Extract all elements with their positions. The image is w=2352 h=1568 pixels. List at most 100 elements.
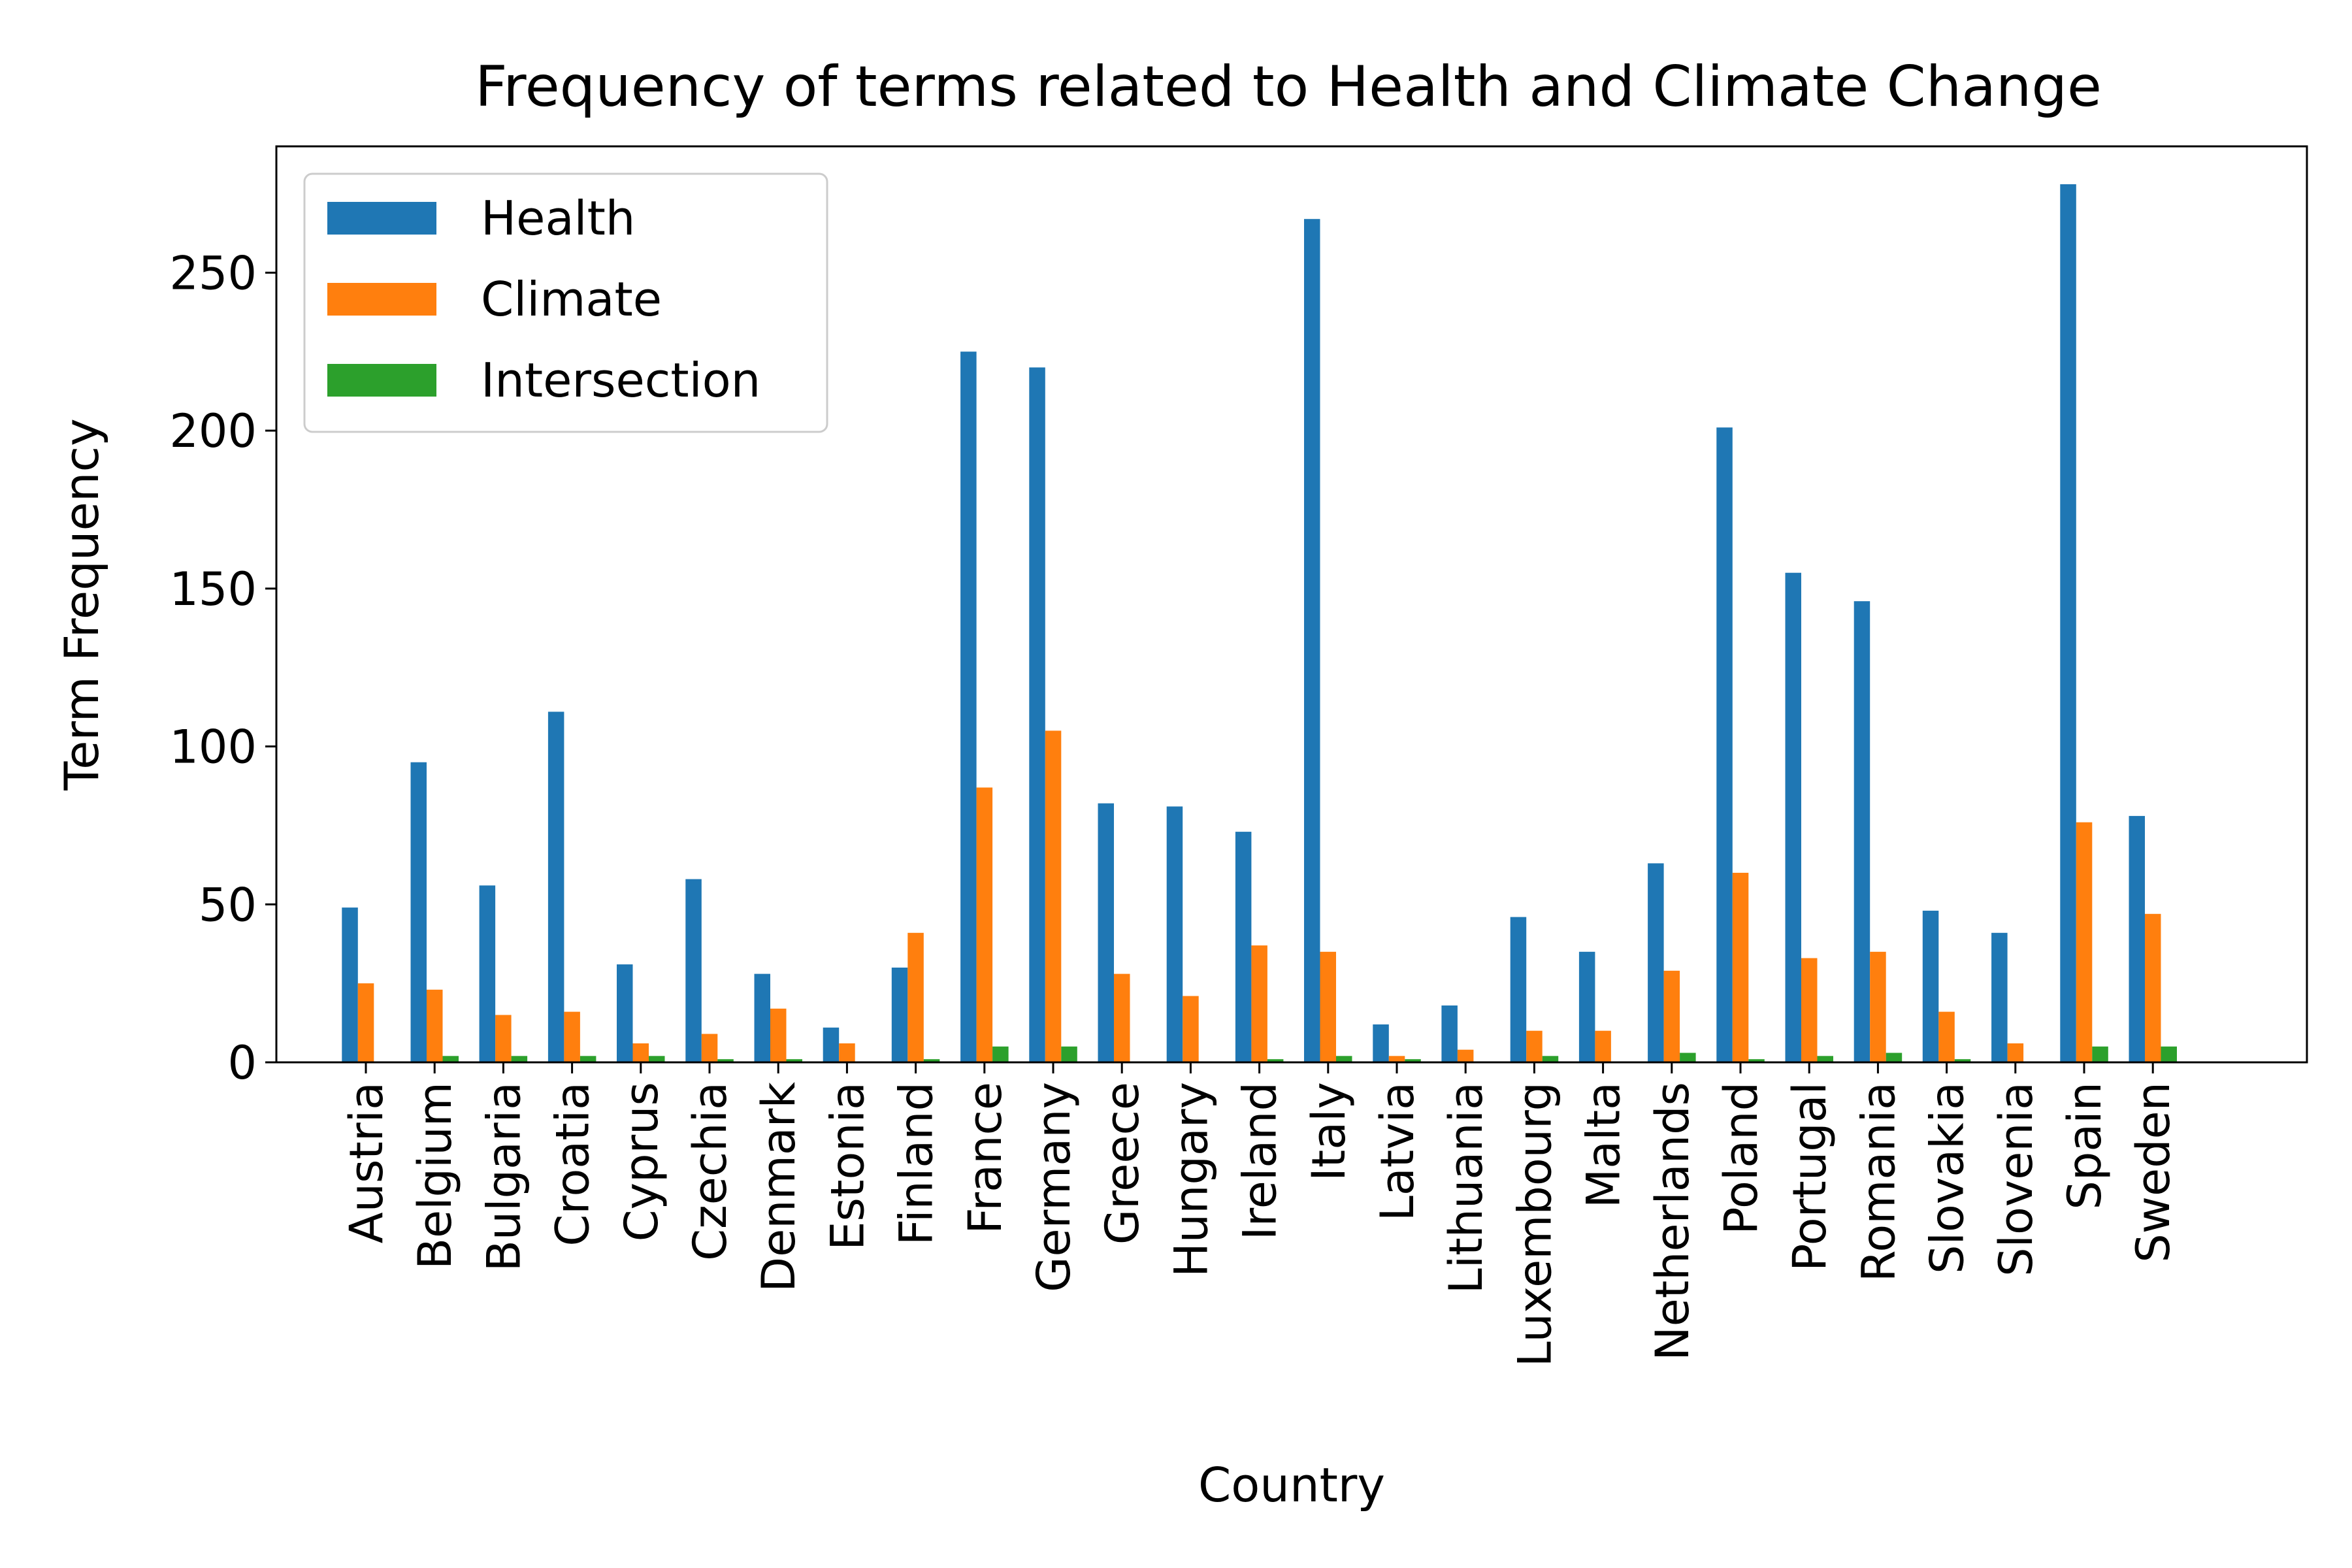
- bar-intersection-italy: [1336, 1056, 1352, 1062]
- legend-label-climate: Climate: [481, 272, 662, 327]
- bar-intersection-romania: [1886, 1053, 1903, 1062]
- bar-climate-slovenia: [2007, 1043, 2024, 1062]
- x-tick-label-greece: Greece: [1096, 1082, 1149, 1245]
- bar-climate-lithuania: [1457, 1049, 1474, 1062]
- x-tick-label-slovenia: Slovenia: [1989, 1082, 2043, 1277]
- bar-health-greece: [1098, 803, 1114, 1062]
- bar-climate-germany: [1045, 730, 1062, 1062]
- bar-health-lithuania: [1441, 1005, 1458, 1062]
- x-tick-label-italy: Italy: [1302, 1082, 1356, 1181]
- bar-climate-slovakia: [1938, 1011, 1955, 1062]
- bar-intersection-luxembourg: [1542, 1056, 1559, 1062]
- bar-health-czechia: [685, 879, 702, 1062]
- bar-intersection-germany: [1061, 1046, 1077, 1062]
- bar-intersection-croatia: [580, 1056, 596, 1062]
- bar-climate-sweden: [2145, 913, 2161, 1062]
- x-tick-label-finland: Finland: [890, 1082, 943, 1245]
- x-tick-label-spain: Spain: [2058, 1082, 2112, 1210]
- bar-health-hungary: [1166, 806, 1183, 1062]
- bar-health-france: [960, 351, 977, 1063]
- x-tick-label-latvia: Latvia: [1371, 1082, 1424, 1221]
- bar-climate-austria: [357, 983, 374, 1062]
- y-tick-label: 200: [169, 404, 257, 458]
- bar-climate-luxembourg: [1526, 1030, 1543, 1062]
- bar-intersection-bulgaria: [511, 1056, 528, 1062]
- bar-climate-france: [976, 787, 993, 1062]
- bar-intersection-finland: [923, 1059, 940, 1062]
- bar-intersection-netherlands: [1680, 1053, 1696, 1062]
- bar-health-belgium: [410, 762, 427, 1062]
- bar-health-denmark: [754, 973, 770, 1062]
- bar-health-germany: [1029, 367, 1045, 1062]
- bar-intersection-latvia: [1405, 1059, 1421, 1062]
- x-tick-label-germany: Germany: [1027, 1082, 1081, 1292]
- chart-title: Frequency of terms related to Health and…: [475, 54, 2102, 120]
- bar-health-romania: [1854, 601, 1870, 1062]
- x-axis-label: Country: [1198, 1458, 1385, 1512]
- bar-climate-greece: [1114, 973, 1130, 1062]
- bar-health-malta: [1578, 951, 1595, 1062]
- y-tick-label: 50: [199, 878, 257, 932]
- legend: Health Climate Intersection: [303, 172, 828, 433]
- bar-health-latvia: [1373, 1024, 1389, 1062]
- x-tick-label-malta: Malta: [1577, 1082, 1631, 1208]
- bar-climate-estonia: [839, 1043, 855, 1062]
- x-tick-label-czechia: Czechia: [683, 1082, 737, 1261]
- bar-intersection-poland: [1748, 1059, 1765, 1062]
- bar-climate-romania: [1870, 951, 1886, 1062]
- x-tick-label-estonia: Estonia: [821, 1082, 874, 1250]
- y-tick-label: 150: [169, 563, 257, 616]
- bar-climate-netherlands: [1663, 970, 1680, 1062]
- plot-frame: [275, 145, 2308, 1064]
- bar-climate-cyprus: [632, 1043, 649, 1062]
- bar-intersection-belgium: [442, 1056, 459, 1062]
- bar-health-croatia: [547, 711, 564, 1062]
- bar-climate-latvia: [1388, 1056, 1405, 1062]
- bar-health-spain: [2060, 184, 2076, 1062]
- bar-health-italy: [1304, 219, 1320, 1063]
- legend-swatch-intersection: [327, 364, 436, 397]
- legend-label-intersection: Intersection: [481, 353, 760, 408]
- bar-health-cyprus: [617, 964, 633, 1062]
- x-tick-label-portugal: Portugal: [1783, 1082, 1837, 1271]
- x-tick-label-ireland: Ireland: [1233, 1082, 1287, 1240]
- bar-climate-malta: [1595, 1030, 1611, 1062]
- bar-intersection-france: [992, 1046, 1009, 1062]
- x-tick-label-croatia: Croatia: [546, 1082, 600, 1247]
- bar-intersection-slovakia: [1954, 1059, 1971, 1062]
- bar-health-poland: [1716, 427, 1733, 1062]
- x-tick-label-luxembourg: Luxembourg: [1508, 1082, 1561, 1367]
- bar-health-ireland: [1235, 832, 1252, 1062]
- bar-intersection-portugal: [1817, 1056, 1833, 1062]
- bar-climate-belgium: [427, 989, 443, 1062]
- bar-intersection-cyprus: [649, 1056, 665, 1062]
- bar-climate-italy: [1320, 951, 1336, 1062]
- bar-intersection-czechia: [717, 1059, 734, 1062]
- bar-health-estonia: [823, 1027, 840, 1062]
- bar-climate-czechia: [701, 1034, 718, 1062]
- bar-health-luxembourg: [1510, 917, 1527, 1062]
- bar-intersection-denmark: [786, 1059, 802, 1062]
- bar-health-finland: [891, 968, 908, 1062]
- bar-health-austria: [342, 907, 358, 1062]
- y-axis-label: Term Frequency: [54, 418, 109, 791]
- y-tick-label: 0: [227, 1036, 257, 1090]
- bar-intersection-sweden: [2161, 1046, 2177, 1062]
- bar-climate-poland: [1732, 872, 1749, 1062]
- bar-climate-spain: [2076, 822, 2093, 1062]
- x-tick-label-belgium: Belgium: [408, 1082, 462, 1269]
- bar-health-slovakia: [1922, 910, 1939, 1062]
- x-tick-label-cyprus: Cyprus: [615, 1082, 668, 1241]
- x-tick-label-sweden: Sweden: [2127, 1082, 2180, 1263]
- bar-climate-croatia: [564, 1011, 580, 1062]
- x-tick-label-poland: Poland: [1714, 1082, 1768, 1235]
- bar-climate-hungary: [1183, 996, 1199, 1062]
- legend-swatch-climate: [327, 283, 436, 316]
- bars-layer: [342, 184, 2177, 1063]
- x-tick-label-hungary: Hungary: [1164, 1082, 1218, 1277]
- x-tick-label-denmark: Denmark: [752, 1082, 806, 1292]
- bar-health-portugal: [1785, 572, 1801, 1062]
- bar-intersection-ireland: [1267, 1059, 1284, 1062]
- bar-intersection-spain: [2092, 1046, 2108, 1062]
